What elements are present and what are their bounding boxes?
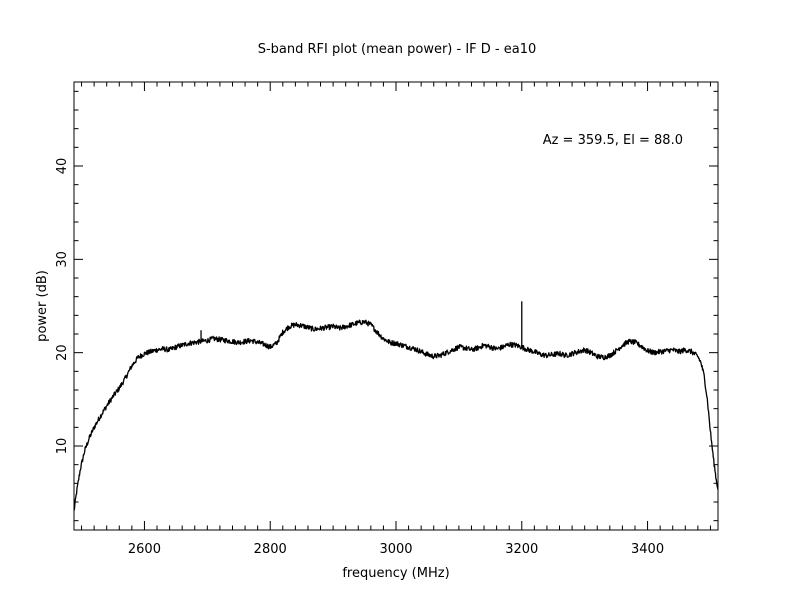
y-tick-label: 30 [55, 251, 70, 268]
y-tick-label: 20 [55, 344, 70, 361]
x-tick-label: 3400 [631, 542, 664, 557]
az-el-annotation: Az = 359.5, El = 88.0 [543, 133, 683, 148]
x-tick-label: 3200 [505, 542, 538, 557]
y-tick-label: 40 [55, 158, 70, 175]
y-tick-label: 10 [55, 438, 70, 455]
x-tick-labels: 2600 2800 3000 3200 3400 [128, 542, 664, 557]
rfi-spikes [200, 301, 523, 348]
x-tick-label: 3000 [379, 542, 412, 557]
power-series-line [73, 319, 719, 511]
plot-frame [73, 81, 719, 531]
y-axis-label: power (dB) [35, 270, 50, 342]
chart-title: S-band RFI plot (mean power) - IF D - ea… [258, 42, 537, 57]
x-tick-label: 2800 [254, 542, 287, 557]
axis-ticks [74, 82, 718, 530]
x-axis-label: frequency (MHz) [342, 566, 449, 581]
y-tick-labels: 10 20 30 40 [55, 158, 70, 455]
x-tick-label: 2600 [128, 542, 161, 557]
